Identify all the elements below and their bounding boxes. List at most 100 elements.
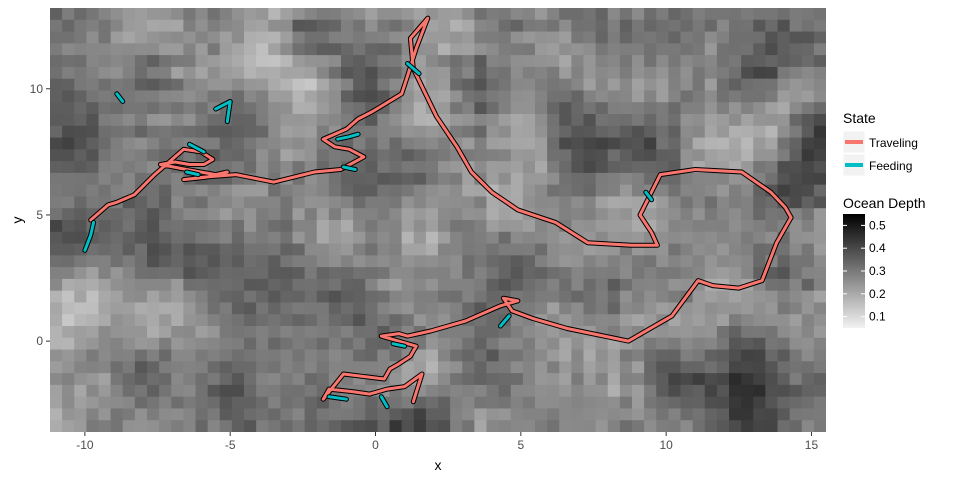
heat-cell — [365, 8, 378, 21]
heat-cell — [680, 196, 694, 209]
heat-cell — [256, 267, 269, 280]
heat-cell — [353, 43, 366, 56]
heat-cell — [268, 55, 281, 68]
heat-cell — [777, 78, 791, 92]
heat-cell — [644, 349, 657, 362]
heat-cell — [377, 243, 391, 256]
heat-cell — [535, 19, 548, 33]
heat-cell — [244, 220, 257, 233]
heat-cell — [462, 66, 475, 80]
heat-cell — [401, 220, 415, 233]
heat-cell — [498, 43, 512, 56]
heat-cell — [450, 66, 463, 80]
heat-cell — [86, 66, 100, 80]
heat-cell — [110, 349, 124, 362]
heat-cell — [765, 78, 779, 92]
heat-cell — [122, 373, 136, 386]
heat-cell — [668, 8, 682, 21]
heat-cell — [680, 361, 694, 374]
heat-cell — [389, 125, 403, 139]
heat-cell — [571, 302, 585, 315]
heat-cell — [74, 78, 87, 92]
heat-cell — [183, 290, 197, 304]
heat-cell — [98, 114, 112, 127]
heat-cell — [425, 255, 439, 268]
heat-cell — [401, 278, 415, 292]
heat-cell — [729, 361, 742, 374]
heat-cell — [353, 408, 366, 421]
heat-cell — [353, 31, 366, 44]
heat-cell — [571, 255, 585, 268]
heat-cell — [522, 420, 536, 432]
heat-cell — [341, 290, 354, 304]
depth-colorbar — [843, 214, 865, 328]
heat-cell — [389, 314, 403, 327]
heat-cell — [304, 361, 318, 374]
heat-cell — [304, 408, 318, 421]
heat-cell — [789, 55, 803, 68]
heat-cell — [401, 90, 415, 103]
heat-cell — [280, 243, 294, 256]
heat-cell — [716, 102, 730, 115]
heat-cell — [729, 220, 742, 233]
heat-cell — [134, 302, 148, 315]
heat-cell — [195, 420, 209, 432]
heat-cell — [425, 125, 439, 139]
heat-cell — [498, 125, 512, 139]
heat-cell — [353, 90, 366, 103]
heat-cell — [535, 90, 548, 103]
heat-cell — [316, 43, 330, 56]
heat-cell — [62, 255, 75, 268]
heat-cell — [159, 19, 172, 33]
heat-cell — [474, 220, 488, 233]
heat-cell — [510, 314, 524, 327]
heat-cell — [607, 349, 621, 362]
heat-cell — [753, 361, 766, 374]
heat-cell — [401, 396, 415, 410]
heat-cell — [316, 90, 330, 103]
heat-cell — [377, 302, 391, 315]
heat-cell — [498, 384, 512, 398]
heat-cell — [171, 290, 184, 304]
heat-cell — [753, 220, 766, 233]
heat-cell — [292, 243, 306, 256]
heat-cell — [268, 19, 281, 33]
heat-cell — [595, 172, 609, 186]
heat-cell — [632, 8, 645, 21]
heat-cell — [316, 314, 330, 327]
heat-cell — [753, 408, 766, 421]
heat-cell — [365, 231, 378, 245]
heat-cell — [462, 396, 475, 410]
heat-cell — [692, 66, 706, 80]
heat-cell — [438, 19, 451, 33]
heat-cell — [86, 302, 100, 315]
heat-cell — [801, 278, 815, 292]
heat-cell — [692, 337, 706, 351]
heat-cell — [195, 184, 209, 198]
heat-cell — [244, 43, 257, 56]
heat-cell — [450, 255, 463, 268]
heat-cell — [401, 255, 415, 268]
heat-cell — [147, 196, 160, 209]
heat-cell — [789, 314, 803, 327]
heat-cell — [656, 267, 669, 280]
heat-cell — [207, 326, 221, 339]
heat-cell — [583, 31, 597, 44]
heat-cell — [244, 408, 257, 421]
heat-cell — [219, 137, 233, 150]
heat-cell — [304, 220, 318, 233]
heat-cell — [147, 373, 160, 386]
heat-cell — [159, 361, 172, 374]
heat-cell — [450, 420, 463, 432]
heat-cell — [619, 184, 633, 198]
heat-cell — [656, 326, 669, 339]
heat-cell — [219, 326, 233, 339]
heat-cell — [522, 326, 536, 339]
heat-cell — [98, 420, 112, 432]
heat-cell — [268, 102, 281, 115]
heat-cell — [450, 243, 463, 256]
heat-cell — [74, 408, 87, 421]
heat-cell — [729, 90, 742, 103]
heat-cell — [425, 161, 439, 174]
heat-cell — [353, 349, 366, 362]
